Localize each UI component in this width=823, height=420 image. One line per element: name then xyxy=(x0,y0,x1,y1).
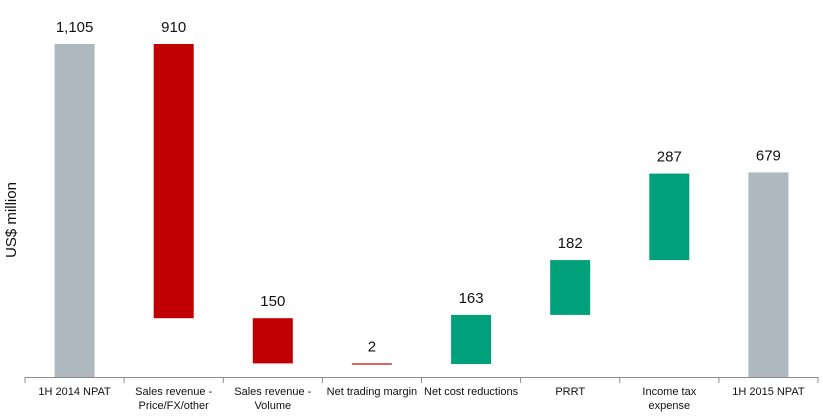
data-label-5: 163 xyxy=(459,290,484,307)
bar-5 xyxy=(451,314,492,364)
category-label-6: PRRT xyxy=(555,386,585,398)
y-axis-title: US$ million xyxy=(3,182,20,258)
bar-4 xyxy=(351,363,392,365)
category-label-1: 1H 2014 NPAT xyxy=(38,386,111,398)
category-label-8: 1H 2015 NPAT xyxy=(732,386,805,398)
category-label-7: Income tax expense xyxy=(642,386,696,412)
bar-1 xyxy=(54,44,95,377)
category-label-3: Sales revenue -Volume xyxy=(234,386,311,412)
bar-6 xyxy=(550,260,591,315)
data-label-2: 910 xyxy=(161,19,186,36)
data-label-6: 182 xyxy=(558,235,583,252)
data-label-1: 1,105 xyxy=(56,19,94,36)
bar-3 xyxy=(252,318,293,364)
bars-group: 1,105 910 150 2 163 182 287 679 xyxy=(54,19,789,377)
category-label-4: Net trading margin xyxy=(327,386,418,398)
bar-2 xyxy=(153,44,194,319)
bar-7 xyxy=(649,173,690,261)
category-label-2: Sales revenue -Price/FX/other xyxy=(135,386,212,412)
category-label-5: Net cost reductions xyxy=(424,386,519,398)
data-label-8: 679 xyxy=(756,147,781,164)
data-label-4: 2 xyxy=(368,338,376,355)
x-axis: 1H 2014 NPAT Sales revenue -Price/FX/othe… xyxy=(24,377,819,412)
data-label-7: 287 xyxy=(657,149,682,166)
bar-8 xyxy=(748,172,789,377)
data-label-3: 150 xyxy=(260,293,285,310)
